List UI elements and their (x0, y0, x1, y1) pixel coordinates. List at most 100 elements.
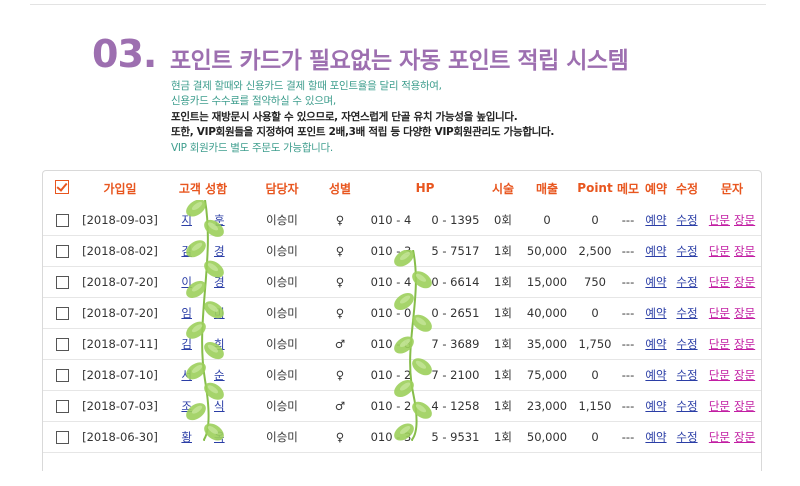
sms-cell: 단문 장문 (703, 359, 761, 391)
phone-number: 010 - 4 0 - 1395 (363, 205, 487, 236)
edit-link[interactable]: 수정 (676, 399, 698, 413)
visit-count: 1회 (487, 328, 519, 360)
long-sms-link[interactable]: 장문 (734, 306, 756, 320)
reserve-link[interactable]: 예약 (645, 244, 667, 258)
long-sms-link[interactable]: 장문 (734, 368, 756, 382)
edit-link[interactable]: 수정 (676, 275, 698, 289)
short-sms-link[interactable]: 단문 (708, 337, 730, 351)
long-sms-link[interactable]: 장문 (734, 399, 756, 413)
customer-name-first[interactable]: 황 (181, 430, 192, 444)
customer-name-last[interactable]: 미 (214, 306, 225, 320)
customer-name-first[interactable]: 이 (181, 275, 192, 289)
long-sms-link[interactable]: 장문 (734, 430, 756, 444)
customer-name-first[interactable]: 지 (181, 213, 192, 227)
short-sms-link[interactable]: 단문 (708, 244, 730, 258)
row-checkbox-cell (43, 235, 81, 267)
row-checkbox[interactable] (55, 214, 69, 227)
select-all-checkbox[interactable] (43, 171, 81, 205)
phone-suffix: 7 - 3689 (431, 337, 480, 351)
point-amount: 1,150 (575, 390, 615, 422)
visit-count: 1회 (487, 235, 519, 267)
short-sms-link[interactable]: 단문 (708, 306, 730, 320)
phone-suffix: 5 - 7517 (431, 244, 480, 258)
gender-icon: ♀ (317, 235, 363, 267)
row-checkbox-cell (43, 390, 81, 422)
reserve-link[interactable]: 예약 (645, 368, 667, 382)
phone-prefix: 010 - 3 (370, 244, 412, 258)
reserve-cell: 예약 (641, 390, 671, 422)
memo-value: --- (615, 235, 641, 267)
customer-name-first[interactable]: 서 (181, 368, 192, 382)
row-checkbox[interactable] (55, 245, 69, 258)
reserve-link[interactable]: 예약 (645, 399, 667, 413)
customer-name-first[interactable]: 조 (181, 399, 192, 413)
phone-prefix: 010 - 3 (370, 430, 412, 444)
phone-number: 010 - 8 7 - 3689 (363, 328, 487, 360)
reserve-link[interactable]: 예약 (645, 306, 667, 320)
gender-icon: ♀ (317, 359, 363, 391)
edit-link[interactable]: 수정 (676, 306, 698, 320)
reserve-link[interactable]: 예약 (645, 430, 667, 444)
short-sms-link[interactable]: 단문 (708, 213, 730, 227)
short-sms-link[interactable]: 단문 (708, 399, 730, 413)
reserve-cell: 예약 (641, 297, 671, 329)
col-header-edit: 수정 (675, 181, 699, 196)
checkbox-checked-icon[interactable] (55, 179, 69, 194)
customer-name-last[interactable]: 경 (214, 244, 225, 258)
phone-suffix: 0 - 6614 (431, 275, 480, 289)
phone-number: 010 - 3 5 - 9531 (363, 421, 487, 453)
short-sms-link[interactable]: 단문 (708, 275, 730, 289)
customer-name-last[interactable]: 순 (214, 368, 225, 382)
row-checkbox-cell (43, 421, 81, 453)
customer-name-first[interactable]: 김 (181, 337, 192, 351)
joined-date: [2018-07-11] (81, 328, 159, 360)
reserve-link[interactable]: 예약 (645, 337, 667, 351)
long-sms-link[interactable]: 장문 (734, 275, 756, 289)
row-checkbox[interactable] (55, 338, 69, 351)
edit-link[interactable]: 수정 (676, 213, 698, 227)
table-header-row: 가입일 고객 성함 담당자 성별 HP 시술 매출 Point 메모 예약 수정… (43, 171, 761, 205)
customer-name-last[interactable]: 식 (214, 399, 225, 413)
row-checkbox[interactable] (55, 307, 69, 320)
reserve-cell: 예약 (641, 205, 671, 236)
memo-value: --- (615, 266, 641, 298)
edit-link[interactable]: 수정 (676, 244, 698, 258)
reserve-link[interactable]: 예약 (645, 275, 667, 289)
customer-table-panel: 가입일 고객 성함 담당자 성별 HP 시술 매출 Point 메모 예약 수정… (42, 170, 762, 471)
memo-value: --- (615, 359, 641, 391)
customer-name-first[interactable]: 김 (181, 244, 192, 258)
phone-prefix: 010 - 2 (370, 368, 412, 382)
row-checkbox[interactable] (55, 276, 69, 289)
customer-name-last[interactable]: 훈 (214, 213, 225, 227)
sms-cell: 단문 장문 (703, 421, 761, 453)
long-sms-link[interactable]: 장문 (734, 244, 756, 258)
edit-link[interactable]: 수정 (676, 368, 698, 382)
row-checkbox[interactable] (55, 369, 69, 382)
sales-amount: 0 (519, 205, 575, 236)
row-checkbox[interactable] (55, 431, 69, 444)
reserve-link[interactable]: 예약 (645, 213, 667, 227)
customer-name-last[interactable]: 옥 (214, 430, 225, 444)
reserve-cell: 예약 (641, 328, 671, 360)
customer-name-last[interactable]: 경 (214, 275, 225, 289)
edit-link[interactable]: 수정 (676, 430, 698, 444)
long-sms-link[interactable]: 장문 (734, 213, 756, 227)
description-line: 포인트는 재방문시 사용할 수 있으므로, 자연스럽게 단골 유치 가능성을 높… (171, 110, 518, 123)
customer-name-last[interactable]: 희 (214, 337, 225, 351)
edit-link[interactable]: 수정 (676, 337, 698, 351)
customer-name-first[interactable]: 임 (181, 306, 192, 320)
short-sms-link[interactable]: 단문 (708, 368, 730, 382)
row-checkbox[interactable] (55, 400, 69, 413)
long-sms-link[interactable]: 장문 (734, 337, 756, 351)
short-sms-link[interactable]: 단문 (708, 430, 730, 444)
